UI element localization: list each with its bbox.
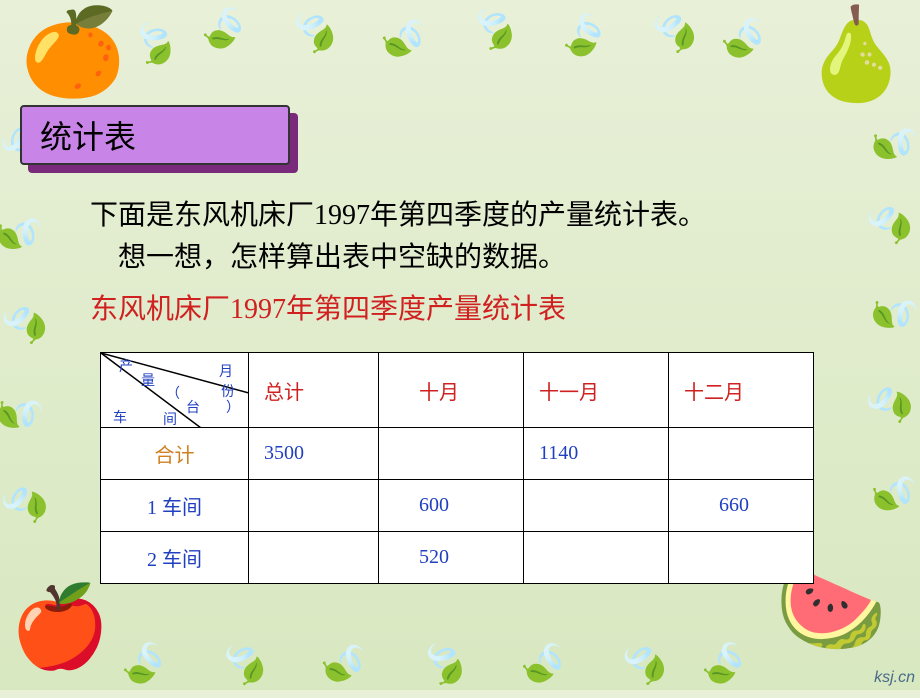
diag-label: （ (166, 383, 180, 403)
table-header: 总计 (249, 353, 379, 428)
page-title: 统计表 (40, 112, 136, 158)
table-cell: 3500 (249, 428, 379, 480)
table-cell (669, 532, 814, 584)
table-header-row: 产 量 月 （ 份 车 台 ） 间 总计 十月 十一月 十二月 (101, 353, 814, 428)
col-header-nov: 十一月 (539, 382, 599, 404)
table-cell (524, 532, 669, 584)
table-header: 十一月 (524, 353, 669, 428)
row-label-workshop2: 2 车间 (101, 532, 249, 584)
table-row: 1 车间 600 660 (101, 480, 814, 532)
description-line-1: 下面是东风机床厂1997年第四季度的产量统计表。 (90, 195, 860, 237)
row-label-total: 合计 (101, 428, 249, 480)
diag-label: 台 (186, 397, 200, 417)
description-line-2: 想一想，怎样算出表中空缺的数据。 (90, 237, 860, 279)
table-header: 十二月 (669, 353, 814, 428)
title-box: 统计表 (20, 105, 300, 175)
diag-label: 月 (219, 361, 233, 381)
table-header: 十月 (379, 353, 524, 428)
watermark: ksj.cn (874, 669, 915, 687)
description-text: 下面是东风机床厂1997年第四季度的产量统计表。 想一想，怎样算出表中空缺的数据… (90, 195, 860, 279)
table-cell: 520 (379, 532, 524, 584)
slide-content: 统计表 下面是东风机床厂1997年第四季度的产量统计表。 想一想，怎样算出表中空… (0, 0, 920, 690)
table-cell (524, 480, 669, 532)
table-cell: 1140 (524, 428, 669, 480)
table-cell (669, 428, 814, 480)
diag-label: 产 (119, 356, 133, 376)
statistics-table: 产 量 月 （ 份 车 台 ） 间 总计 十月 十一月 十二月 合计 3500 … (100, 352, 814, 584)
row-label-workshop1: 1 车间 (101, 480, 249, 532)
table-cell (249, 480, 379, 532)
col-header-dec: 十二月 (684, 382, 744, 404)
col-header-total: 总计 (264, 382, 304, 404)
col-header-oct: 十月 (419, 382, 459, 404)
table-cell: 660 (669, 480, 814, 532)
diagonal-header-cell: 产 量 月 （ 份 车 台 ） 间 (101, 353, 249, 428)
title-main: 统计表 (20, 105, 290, 165)
table-title: 东风机床厂1997年第四季度产量统计表 (90, 287, 860, 327)
table-cell: 600 (379, 480, 524, 532)
table-cell (249, 532, 379, 584)
diag-label: 量 (141, 370, 155, 390)
diag-label: 车 (113, 407, 127, 427)
diag-label: 间 (163, 409, 177, 429)
table-row: 2 车间 520 (101, 532, 814, 584)
diag-label: ） (226, 397, 240, 417)
table-row: 合计 3500 1140 (101, 428, 814, 480)
table-cell (379, 428, 524, 480)
